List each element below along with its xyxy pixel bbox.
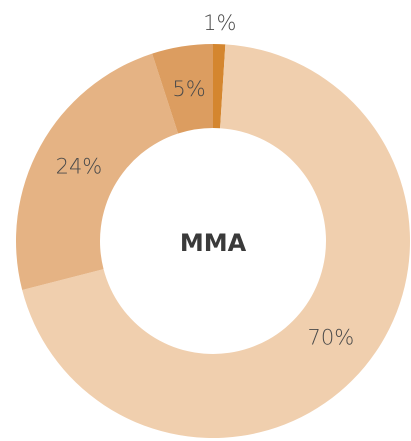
slice bbox=[15, 53, 179, 290]
labels: 1% 70% 24% 5% bbox=[56, 11, 355, 349]
slice bbox=[152, 44, 213, 134]
slice-label: 24% bbox=[56, 154, 103, 178]
center-label: MMA bbox=[180, 229, 247, 257]
slice-label: 70% bbox=[308, 326, 355, 350]
slice bbox=[22, 44, 411, 439]
slice bbox=[213, 44, 226, 129]
slices bbox=[15, 44, 411, 439]
slice-label: 5% bbox=[172, 77, 205, 101]
slice-label: 1% bbox=[203, 11, 236, 35]
